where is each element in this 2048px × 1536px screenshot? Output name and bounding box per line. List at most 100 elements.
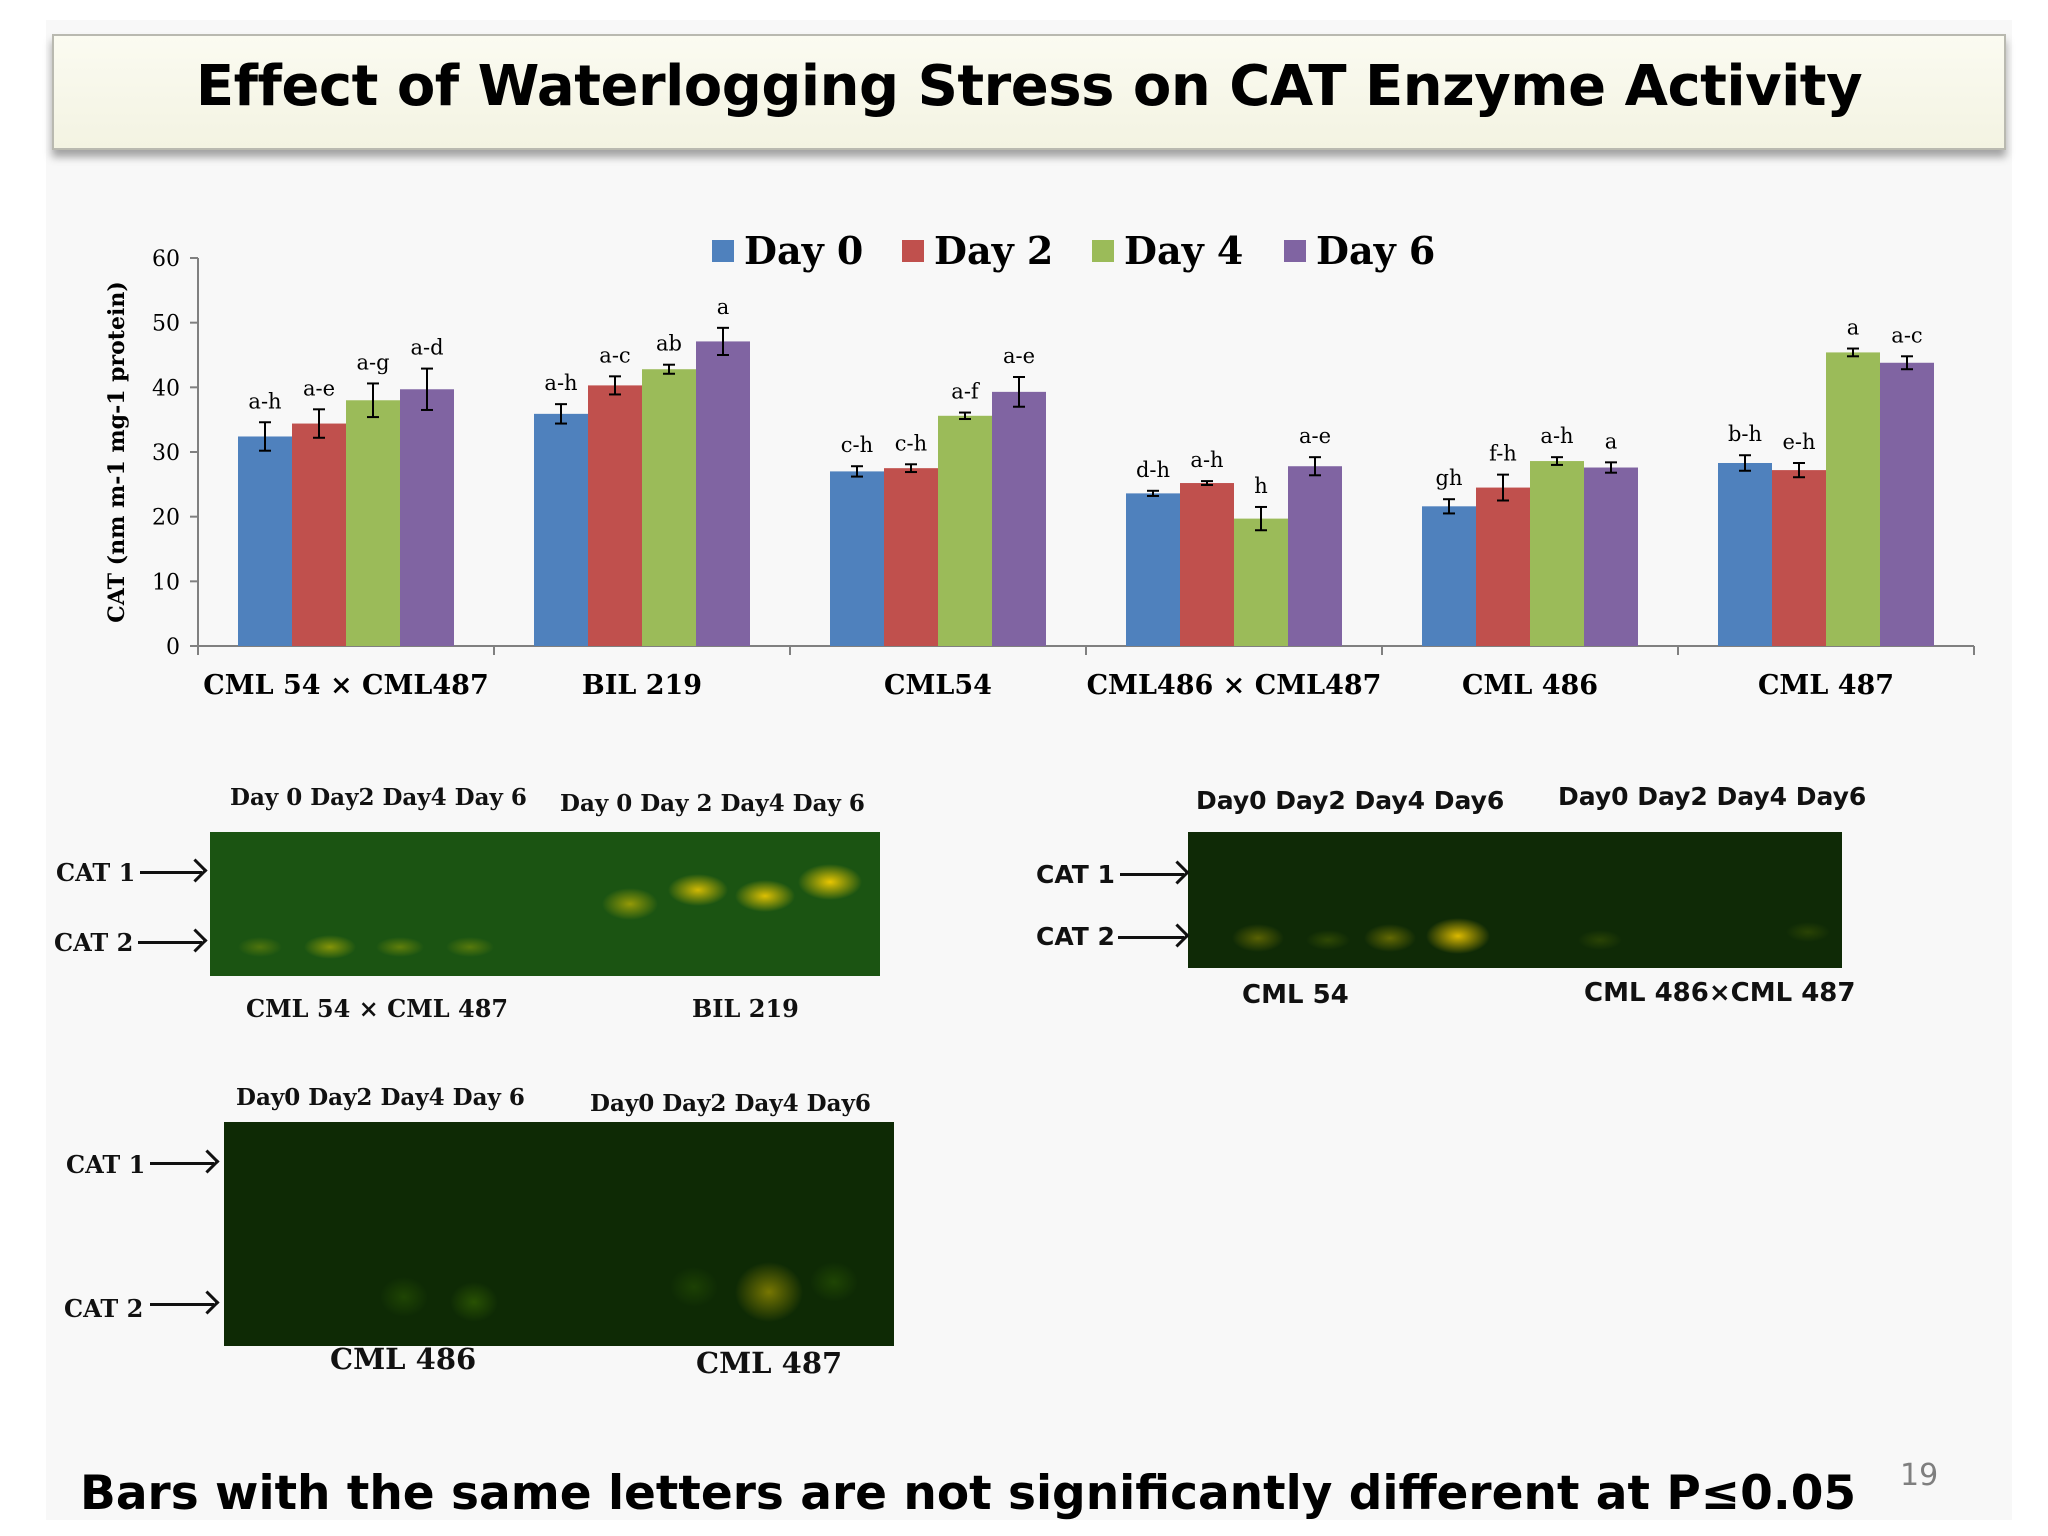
- gel-2-band-cat1: CAT 1: [1036, 860, 1115, 889]
- significance-letter: a-f: [951, 380, 981, 404]
- legend-swatch: [902, 240, 924, 262]
- y-tick-label: 0: [166, 635, 180, 660]
- bar: [292, 423, 346, 646]
- bar: [1288, 466, 1342, 646]
- legend-label: Day 0: [744, 228, 863, 273]
- significance-letter: d-h: [1136, 458, 1170, 482]
- bar: [238, 436, 292, 646]
- category-label: CML 54 × CML487: [203, 670, 488, 701]
- legend-label: Day 6: [1316, 228, 1435, 273]
- significance-letter: a-c: [599, 343, 630, 367]
- significance-letter: a-h: [1190, 448, 1223, 472]
- significance-letter: c-h: [841, 433, 873, 457]
- bar: [696, 341, 750, 646]
- significance-letter: ab: [656, 332, 682, 356]
- bar: [1126, 493, 1180, 646]
- category-label: BIL 219: [582, 670, 702, 701]
- gel-2-arrow-cat1: [1120, 873, 1184, 876]
- category-label: CML54: [884, 670, 992, 701]
- legend-label: Day 4: [1124, 228, 1243, 273]
- y-tick-label: 30: [152, 441, 180, 466]
- bar: [642, 369, 696, 646]
- gel-1-day-labels-right: Day 0 Day 2 Day4 Day 6: [560, 790, 865, 817]
- bar: [1476, 487, 1530, 646]
- gel-1-genotype-right: BIL 219: [692, 994, 799, 1023]
- gel-3-day-labels-right: Day0 Day2 Day4 Day6: [590, 1090, 871, 1117]
- gel-1-band-cat2: CAT 2: [54, 928, 134, 957]
- legend-swatch: [712, 240, 734, 262]
- bar: [1718, 462, 1772, 646]
- bar: [1530, 461, 1584, 646]
- y-tick-label: 40: [152, 376, 180, 401]
- bar: [1772, 470, 1826, 646]
- bar: [830, 471, 884, 646]
- significance-letter: gh: [1436, 466, 1463, 490]
- legend-swatch: [1284, 240, 1306, 262]
- bar-chart: 0 10 20 30 40 50 60 CAT (nm m-1 mg-1 protein) a-…: [104, 228, 1975, 701]
- significance-letter: a: [1847, 316, 1860, 340]
- y-tick-label: 20: [152, 506, 180, 531]
- category-label: CML 487: [1758, 670, 1894, 701]
- significance-letter: a-e: [1003, 344, 1035, 368]
- y-axis-label: CAT (nm m-1 mg-1 protein): [104, 281, 130, 622]
- gel-3-day-labels-left: Day0 Day2 Day4 Day 6: [236, 1084, 525, 1111]
- bar: [400, 389, 454, 646]
- significance-letter: e-h: [1782, 430, 1815, 454]
- gel-3-arrow-cat1: [150, 1162, 214, 1165]
- legend-swatch: [1092, 240, 1114, 262]
- gel-2-band-cat2: CAT 2: [1036, 922, 1115, 951]
- gel-2-day-labels-right: Day0 Day2 Day4 Day6: [1558, 782, 1867, 811]
- bar: [588, 385, 642, 646]
- slide-title: Effect of Waterlogging Stress on CAT Enz…: [195, 54, 1863, 119]
- significance-letter: a-h: [248, 389, 281, 413]
- significance-letter: f-h: [1489, 442, 1517, 466]
- gel-2-arrow-cat2: [1118, 936, 1184, 939]
- significance-letter: a-h: [1540, 424, 1573, 448]
- significance-letter: a-e: [303, 376, 335, 400]
- gel-1-arrow-cat1: [140, 871, 202, 874]
- bar: [992, 391, 1046, 646]
- y-tick-label: 60: [152, 247, 180, 272]
- category-label: CML 486: [1462, 670, 1598, 701]
- category-label: CML486 × CML487: [1087, 670, 1382, 701]
- y-tick-label: 10: [152, 570, 180, 595]
- gel-2-genotype-left: CML 54: [1242, 980, 1349, 1010]
- gel-2-day-labels-left: Day0 Day2 Day4 Day6: [1196, 786, 1505, 815]
- legend-label: Day 2: [934, 228, 1053, 273]
- y-tick-label: 50: [152, 312, 180, 337]
- significance-letter: a-c: [1891, 323, 1922, 347]
- significance-letter: a-d: [410, 336, 443, 360]
- bar: [1880, 362, 1934, 646]
- bar: [1180, 483, 1234, 646]
- bar: [938, 415, 992, 646]
- bar: [1422, 506, 1476, 646]
- page-number: 19: [1900, 1458, 1939, 1493]
- gel-2: [1188, 832, 1842, 968]
- gel-2-genotype-right: CML 486×CML 487: [1584, 978, 1856, 1008]
- significance-letter: a: [717, 295, 730, 319]
- gel-1-day-labels-left: Day 0 Day2 Day4 Day 6: [230, 784, 527, 811]
- bar: [1584, 467, 1638, 646]
- bar: [884, 468, 938, 646]
- bar: [534, 413, 588, 646]
- significance-letter: c-h: [895, 431, 927, 455]
- gel-3-genotype-left: CML 486: [330, 1342, 477, 1376]
- significance-letter: a-g: [356, 350, 389, 374]
- significance-footnote: Bars with the same letters are not signi…: [80, 1466, 1857, 1521]
- significance-letter: b-h: [1728, 422, 1762, 446]
- gel-3-genotype-right: CML 487: [696, 1346, 843, 1380]
- bar: [1234, 518, 1288, 646]
- gel-1-genotype-left: CML 54 × CML 487: [246, 994, 509, 1023]
- bar: [1826, 352, 1880, 646]
- gel-3-band-cat1: CAT 1: [66, 1150, 146, 1179]
- gel-3: [224, 1122, 894, 1346]
- title-box: Effect of Waterlogging Stress on CAT Enz…: [52, 34, 2006, 150]
- gel-1-band-cat1: CAT 1: [56, 858, 136, 887]
- gel-3-arrow-cat2: [150, 1303, 214, 1306]
- gel-1-arrow-cat2: [138, 941, 202, 944]
- bar: [346, 400, 400, 646]
- significance-letter: h: [1254, 474, 1268, 498]
- significance-letter: a-h: [544, 371, 577, 395]
- gel-3-band-cat2: CAT 2: [64, 1294, 144, 1323]
- significance-letter: a-e: [1299, 424, 1331, 448]
